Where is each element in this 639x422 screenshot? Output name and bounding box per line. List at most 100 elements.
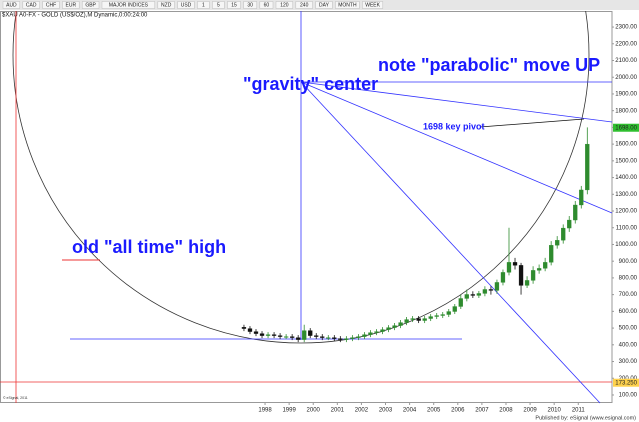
candle-body xyxy=(362,334,367,337)
candle-body xyxy=(259,333,265,336)
y-tick-label: 500.00 xyxy=(619,326,638,332)
toolbar-button[interactable] xyxy=(259,1,274,9)
candle-body xyxy=(488,289,494,291)
candle-body xyxy=(518,265,524,286)
toolbar-label: DAY xyxy=(319,3,330,9)
y-tick-label: 1500.00 xyxy=(615,158,637,164)
toolbar-label: MAJOR INDICES xyxy=(109,3,149,9)
toolbar-button[interactable] xyxy=(177,1,195,9)
x-tick-label: 2001 xyxy=(331,408,345,414)
candle-body xyxy=(283,336,289,338)
x-tick-label: 2008 xyxy=(499,408,513,414)
y-tick-label: 2100.00 xyxy=(615,58,637,64)
toolbar-label: 240 xyxy=(300,3,309,9)
candle-body xyxy=(555,240,560,246)
candle-body xyxy=(416,318,421,321)
toolbar-button[interactable] xyxy=(81,1,100,9)
candle-body xyxy=(464,294,469,299)
toolbar-label: 120 xyxy=(280,3,289,9)
candle-body xyxy=(380,329,385,332)
candle-body xyxy=(573,204,578,221)
toolbar-button[interactable] xyxy=(62,1,80,9)
toolbar-label: 1 xyxy=(202,3,205,9)
annotation: 1698 key pivot xyxy=(423,121,485,131)
pivot-pointer xyxy=(479,118,585,128)
candle-body xyxy=(253,331,259,334)
y-tick-label: 700.00 xyxy=(619,292,638,298)
y-tick-label: 1000.00 xyxy=(615,242,637,248)
toolbar-label: 30 xyxy=(247,3,253,9)
y-tick-label: 1400.00 xyxy=(615,175,637,181)
candle-body xyxy=(422,318,427,321)
x-tick-label: 1999 xyxy=(282,408,296,414)
toolbar-button[interactable] xyxy=(22,1,40,9)
toolbar-button[interactable] xyxy=(212,1,225,9)
candle-body xyxy=(271,334,277,336)
x-tick-label: 2009 xyxy=(523,408,537,414)
candle-body xyxy=(320,336,325,338)
candle-body xyxy=(404,319,409,323)
toolbar-label: 60 xyxy=(264,3,270,9)
candle-body xyxy=(470,294,476,296)
toolbar-button[interactable] xyxy=(101,1,156,9)
candle-body xyxy=(440,314,445,316)
candle-body xyxy=(567,219,572,229)
candle-body xyxy=(338,338,343,340)
toolbar-button[interactable] xyxy=(2,1,21,9)
x-tick-label: 2000 xyxy=(307,408,321,414)
candle-body xyxy=(579,189,584,206)
candle-body xyxy=(368,332,373,335)
candle-body xyxy=(476,293,482,296)
toolbar-button[interactable] xyxy=(335,1,360,9)
y-tick-label: 2300.00 xyxy=(615,25,637,31)
candle-body xyxy=(374,331,379,333)
x-tick-label: 2010 xyxy=(547,408,561,414)
toolbar-label: CAD xyxy=(26,3,37,9)
annotation: note "parabolic" move UP xyxy=(378,55,600,75)
candle-body xyxy=(434,315,439,317)
candle-body xyxy=(452,306,457,312)
candle-body xyxy=(500,272,506,283)
y-tick-label: 2200.00 xyxy=(615,41,637,47)
toolbar-label: 15 xyxy=(231,3,237,9)
candle-body xyxy=(458,298,463,307)
blue-ray xyxy=(300,81,601,404)
x-tick-label: 2004 xyxy=(403,408,417,414)
y-tick-label: 1100.00 xyxy=(616,225,638,231)
y-tick-label: 1600.00 xyxy=(615,142,637,148)
toolbar-button[interactable] xyxy=(362,1,384,9)
candle-body xyxy=(512,262,518,266)
y-tick-label: 400.00 xyxy=(619,342,638,348)
toolbar-button[interactable] xyxy=(157,1,175,9)
toolbar-button[interactable] xyxy=(315,1,333,9)
x-tick-label: 1998 xyxy=(258,408,272,414)
candle-body xyxy=(506,262,512,273)
level-label: 1698.00 xyxy=(615,125,637,131)
candle-body xyxy=(356,336,361,338)
toolbar-label: NZD xyxy=(161,3,172,9)
toolbar-button[interactable] xyxy=(243,1,258,9)
candle-body xyxy=(536,268,542,271)
y-tick-label: 100.00 xyxy=(619,393,638,399)
candle-body xyxy=(494,282,500,291)
candle-body xyxy=(296,337,301,340)
toolbar-button[interactable] xyxy=(275,1,294,9)
toolbar-button[interactable] xyxy=(227,1,241,9)
toolbar-button[interactable] xyxy=(42,1,60,9)
candle-body xyxy=(302,330,307,340)
candle-body xyxy=(332,337,337,339)
toolbar-button[interactable] xyxy=(197,1,210,9)
toolbar-button[interactable] xyxy=(295,1,313,9)
toolbar-label: 5 xyxy=(217,3,220,9)
toolbar-label: AUD xyxy=(6,3,17,9)
y-tick-label: 1900.00 xyxy=(615,92,637,98)
x-tick-label: 2002 xyxy=(355,408,369,414)
candle-body xyxy=(386,327,391,330)
candle-body xyxy=(314,335,319,337)
footer: Published by: eSignal (www.esignal.com) xyxy=(535,415,636,421)
candle-body xyxy=(265,334,271,336)
candle-body xyxy=(398,322,403,326)
candle-body xyxy=(247,328,253,332)
